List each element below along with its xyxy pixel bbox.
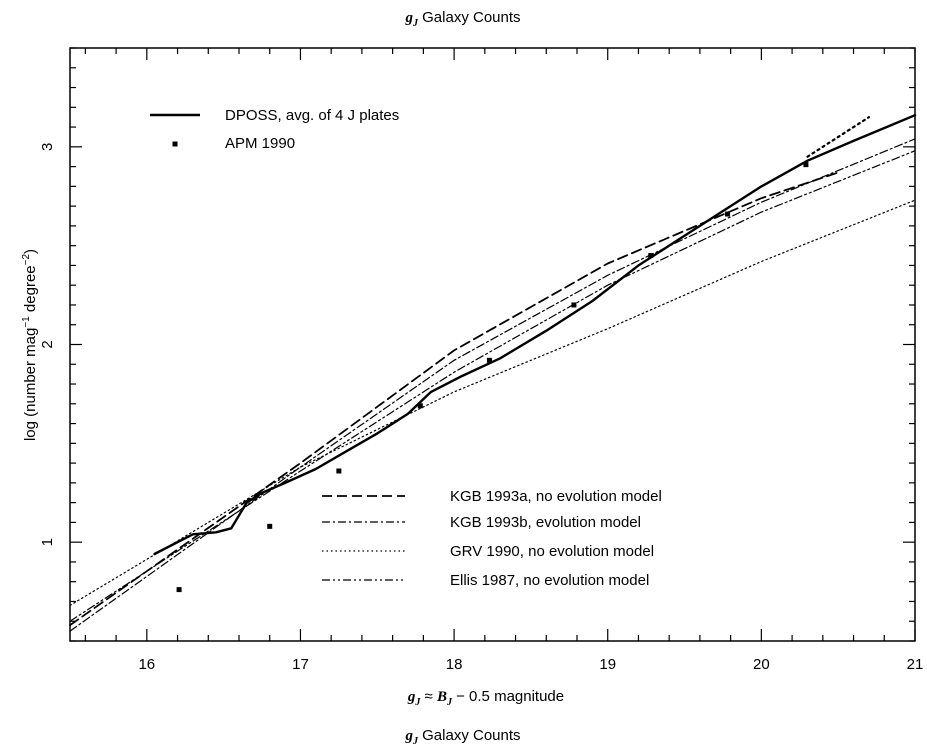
- x-label-symbol-b: B: [436, 689, 447, 705]
- y-label-mid: degree: [22, 265, 39, 316]
- chart-title-subscript: J: [412, 18, 419, 29]
- x-label-rest: − 0.5 magnitude: [452, 688, 564, 705]
- series-line-3: [69, 138, 916, 632]
- legend-marker-apm: [172, 141, 178, 147]
- x-tick-label: 18: [446, 656, 463, 673]
- chart-caption: gJ Galaxy Counts: [404, 727, 520, 747]
- legend-label-5: Ellis 1987, no evolution model: [450, 572, 649, 589]
- y-axis-label: log (number mag−1 degree−2): [21, 249, 39, 441]
- y-label-sup-2: −2: [21, 254, 32, 266]
- apm-data-point: [176, 587, 182, 593]
- caption-symbol: g: [404, 728, 413, 744]
- y-label-pre: log (number mag: [22, 328, 39, 441]
- apm-data-point: [648, 253, 654, 259]
- series-layer: [69, 114, 917, 632]
- x-tick-label: 17: [292, 656, 309, 673]
- x-label-symbol-g: g: [407, 689, 416, 705]
- legend-label-1: APM 1990: [225, 135, 295, 152]
- x-axis-label: gJ ≈ BJ − 0.5 magnitude: [407, 688, 564, 708]
- legend-label-0: DPOSS, avg. of 4 J plates: [225, 107, 399, 124]
- caption-subscript: J: [412, 736, 419, 747]
- chart-title-symbol: g: [404, 10, 413, 26]
- y-tick-label: 3: [39, 143, 56, 151]
- apm-data-point: [725, 211, 731, 217]
- legend-label-4: GRV 1990, no evolution model: [450, 543, 654, 560]
- apm-data-point: [336, 468, 342, 474]
- x-tick-label: 16: [138, 656, 155, 673]
- x-tick-label: 21: [907, 656, 924, 673]
- x-label-approx: ≈: [420, 688, 437, 705]
- x-label-sub-2: J: [446, 697, 453, 708]
- series-line-6: [806, 116, 870, 158]
- series-line-5: [69, 150, 916, 622]
- y-label-sup-1: −1: [21, 316, 32, 328]
- series-line-4: [69, 199, 916, 606]
- chart-title-text: Galaxy Counts: [418, 9, 521, 26]
- apm-data-point: [417, 403, 423, 409]
- legend-label-2: KGB 1993a, no evolution model: [450, 488, 662, 505]
- y-label-post: ): [22, 249, 39, 254]
- x-tick-label: 20: [753, 656, 770, 673]
- x-tick-label: 19: [599, 656, 616, 673]
- series-line-0: [153, 114, 917, 556]
- legend-label-3: KGB 1993b, evolution model: [450, 514, 641, 531]
- caption-text: Galaxy Counts: [418, 727, 521, 744]
- apm-data-point: [486, 357, 492, 363]
- y-tick-label: 2: [39, 340, 56, 348]
- chart-title: gJ Galaxy Counts: [404, 9, 520, 29]
- x-label-sub-1: J: [414, 697, 421, 708]
- apm-data-point: [803, 162, 809, 168]
- apm-data-point: [267, 523, 273, 529]
- legend: DPOSS, avg. of 4 J plates APM 1990 KGB 199…: [150, 107, 662, 589]
- series-line-2: [69, 171, 840, 627]
- y-tick-label: 1: [39, 538, 56, 546]
